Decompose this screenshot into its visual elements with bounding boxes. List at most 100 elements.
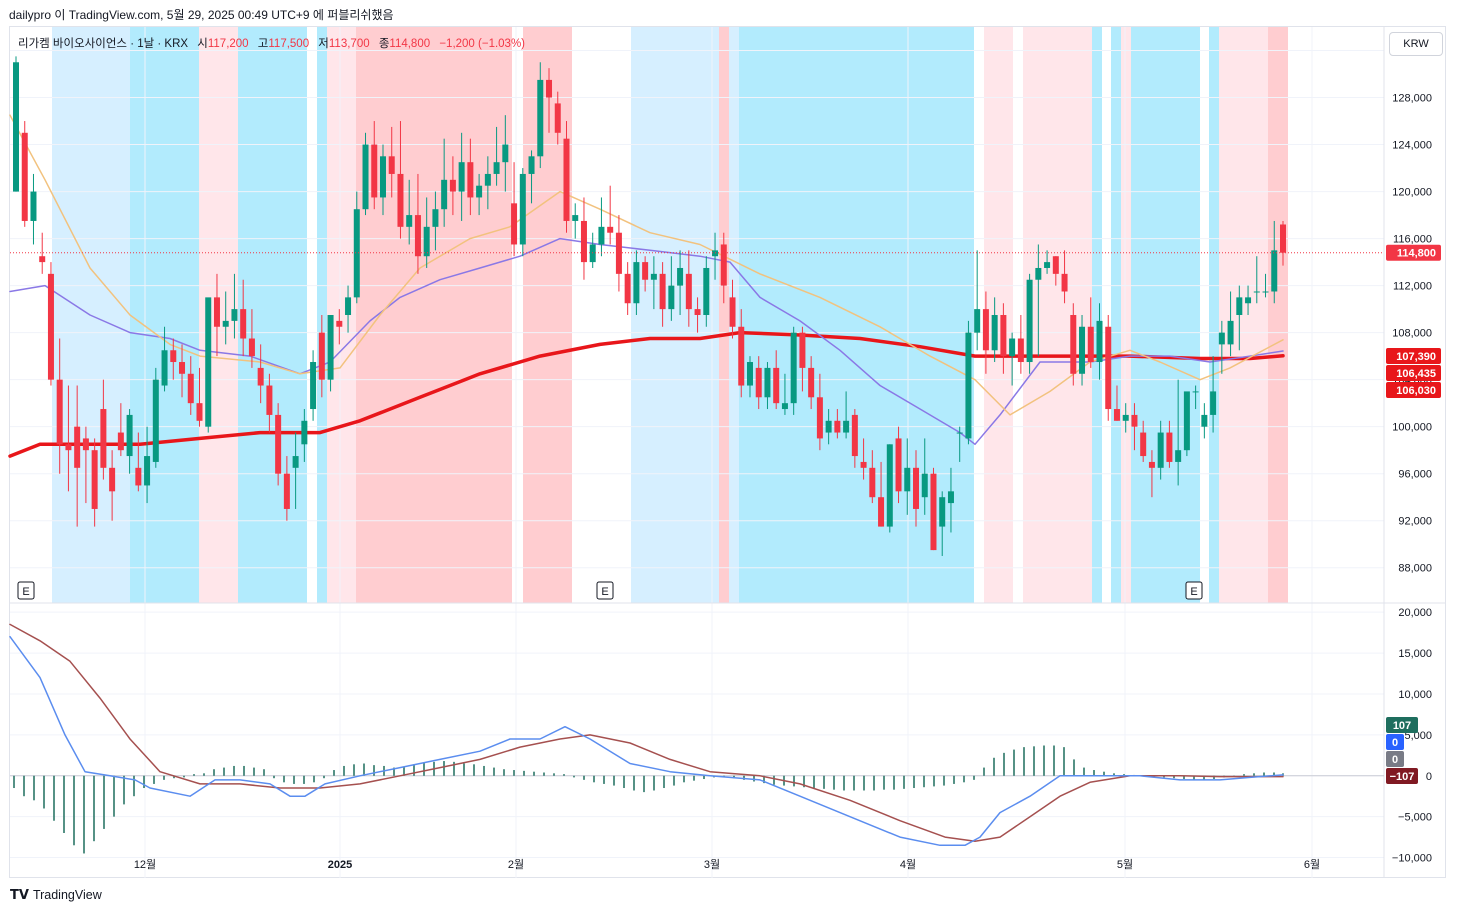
candle-body [161,350,168,386]
candle [1052,256,1059,286]
candle [921,438,928,515]
candle [1227,291,1234,357]
earnings-marker[interactable]: E [596,581,614,600]
candle-body [511,203,518,245]
shade-band [1209,27,1219,603]
candle [965,320,972,445]
candle-body [939,497,946,527]
candle-body [56,379,63,445]
shade-band [238,27,307,603]
candle-body [607,226,614,233]
close-value: 114,800 [389,38,431,50]
candle [677,250,684,315]
candle-body [834,420,841,433]
candle-body [563,138,570,221]
candle-body [816,397,823,439]
candle-body [1122,414,1129,421]
candle-body [117,432,124,451]
candle [1087,297,1094,368]
shade-band [1219,27,1268,603]
candle-body [213,297,220,327]
shade-band [1131,27,1200,603]
candle [764,362,771,410]
footer-brand[interactable]: 𝗧𝗩 TradingView [10,887,102,903]
candle-body [248,338,255,357]
candle [519,168,526,257]
price-tick-label: 124,000 [1392,140,1432,152]
candle-body [345,297,352,315]
candle-body [781,403,788,410]
earnings-marker-label: E [22,586,29,598]
macd-value-tag-bg [1386,734,1404,750]
candle [152,367,159,468]
candle-body [519,173,526,245]
candle-body [240,309,247,339]
candle-body [21,132,28,221]
candle [240,279,247,357]
macd-tick-label: 20,000 [1398,607,1432,619]
price-tick-label: 128,000 [1392,93,1432,105]
candle-body [1052,256,1059,274]
candle-body [685,273,692,310]
candle-body [458,162,465,192]
candle-body [790,332,797,404]
earnings-marker[interactable]: E [1185,581,1203,600]
candle-body [956,432,963,434]
candle-body [746,362,753,386]
earnings-marker[interactable]: E [17,581,35,600]
macd-value-tag-bg [1386,751,1404,767]
candle-body [205,297,212,427]
candle-body [397,173,404,227]
ma-value-tag-bg [1386,365,1441,381]
candle-body [1061,273,1068,292]
candle [458,132,465,221]
candle [345,285,352,333]
candle-body [1079,326,1086,374]
time-tick-label: 5월 [1117,858,1133,871]
candle-body [388,156,395,174]
candle-body [109,467,116,492]
candle [1026,273,1033,374]
candle [694,297,701,333]
candle-body [292,456,299,468]
candle-body [82,438,89,451]
candle [1070,303,1077,386]
candle [886,444,893,533]
candle [1192,385,1199,410]
candle-body [74,426,81,468]
ma-value-tag-text: 106,030 [1396,385,1436,397]
candle-body [904,467,911,492]
candle-body [152,379,159,462]
candle-body [1245,297,1252,304]
candles [10,56,1384,556]
candle-body [432,209,439,227]
candle-body [572,215,579,221]
candle [1183,391,1190,457]
candle-body [825,420,832,433]
candle [1253,256,1260,304]
currency-button[interactable]: KRW [1389,32,1443,56]
candle [511,162,518,257]
candle [1218,320,1225,374]
candle [310,350,317,421]
candle-body [694,309,701,315]
candle [1175,379,1182,486]
candle [633,250,640,315]
candle [47,262,54,386]
candle [869,450,876,504]
candle-body [624,273,631,304]
last-price-tag-text: 114,800 [1397,248,1436,260]
macd-tick-label: 0 [1426,771,1432,783]
candle-body [502,144,509,163]
candle [563,121,570,233]
candle [624,262,631,315]
candle [746,356,753,398]
candle-body [546,79,553,98]
candle-body [974,309,981,333]
candle [179,344,186,398]
candle-body [1009,338,1016,357]
price-tick-label: 112,000 [1393,281,1432,293]
candle-body [554,103,561,133]
candle-body [449,179,456,192]
